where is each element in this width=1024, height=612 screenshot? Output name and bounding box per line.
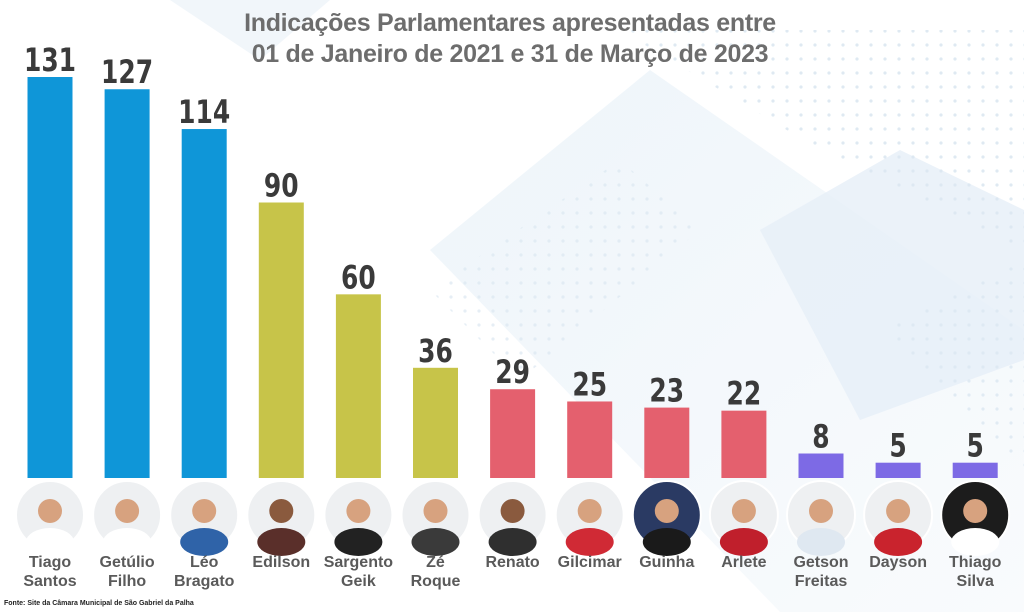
avatar-8 xyxy=(554,480,625,556)
category-label-line: Léo xyxy=(190,554,219,571)
bar-6 xyxy=(413,367,458,478)
bar-13 xyxy=(952,462,998,478)
bar-10 xyxy=(721,410,767,478)
category-label-line: Zé xyxy=(426,554,445,571)
category-label-line: Edilson xyxy=(252,554,310,571)
value-label-10: 22 xyxy=(727,375,762,413)
avatar-5 xyxy=(323,480,394,556)
value-label-1: 131 xyxy=(24,41,76,79)
category-label-line: Gilcimar xyxy=(558,554,622,571)
category-label-line: Geik xyxy=(341,573,376,590)
category-label-7: Renato xyxy=(485,554,539,571)
avatar-4 xyxy=(246,480,317,556)
bar-1 xyxy=(27,77,73,478)
category-label-line: Silva xyxy=(957,573,994,590)
bar-5 xyxy=(335,294,381,478)
category-label-4: Edilson xyxy=(252,554,310,571)
category-label-line: Arlete xyxy=(721,554,766,571)
category-label-3: Léo Bragato xyxy=(174,554,235,590)
value-labels-layer: 131 127 114 90 60 36 29 25 23 22 8 5 5 xyxy=(24,41,984,465)
value-label-11: 8 xyxy=(812,417,829,455)
value-label-5: 60 xyxy=(341,258,376,296)
category-label-8: Gilcimar xyxy=(558,554,622,571)
bar-9 xyxy=(644,407,690,478)
bar-8 xyxy=(567,401,613,478)
avatar-9 xyxy=(631,480,702,556)
value-label-3: 114 xyxy=(178,93,230,131)
category-label-line: Dayson xyxy=(869,554,927,571)
category-label-11: Getson Freitas xyxy=(793,554,848,590)
chart-title-line-1: Indicações Parlamentares apresentadas en… xyxy=(244,9,776,37)
source-note: Fonte: Site da Câmara Municipal de São G… xyxy=(4,600,194,607)
avatar-11 xyxy=(786,480,856,556)
avatar-7 xyxy=(477,480,548,556)
category-label-line: Bragato xyxy=(174,573,235,590)
category-label-line: Thiago xyxy=(949,554,1002,571)
value-label-7: 29 xyxy=(495,353,530,391)
category-label-line: Freitas xyxy=(795,573,848,590)
avatar-6 xyxy=(400,480,471,556)
value-label-4: 90 xyxy=(264,166,299,204)
bar-3 xyxy=(181,129,227,479)
bars-layer xyxy=(27,77,998,479)
category-label-5: Sargento Geik xyxy=(324,554,394,590)
value-label-8: 25 xyxy=(572,365,607,403)
avatar-1 xyxy=(15,480,85,556)
category-label-2: Getúlio Filho xyxy=(100,554,155,590)
category-label-line: Renato xyxy=(485,554,539,571)
value-label-13: 5 xyxy=(967,427,984,465)
avatar-3 xyxy=(169,480,240,556)
avatar-12 xyxy=(863,480,934,556)
value-label-9: 23 xyxy=(649,371,684,409)
category-label-line: Getson xyxy=(793,554,848,571)
avatar-10 xyxy=(708,480,779,556)
category-label-line: Guinha xyxy=(639,554,694,571)
category-label-line: Getúlio xyxy=(100,554,155,571)
value-label-2: 127 xyxy=(101,53,153,91)
bar-11 xyxy=(798,453,844,478)
chart-title: Indicações Parlamentares apresentadas en… xyxy=(230,8,790,70)
category-label-10: Arlete xyxy=(721,554,766,571)
value-label-12: 5 xyxy=(889,427,906,465)
bar-2 xyxy=(104,89,150,479)
bar-12 xyxy=(875,462,921,478)
category-labels-layer: Tiago Santos Getúlio Filho Léo Bragato Edilson… xyxy=(23,554,1001,590)
bar-4 xyxy=(258,202,304,478)
category-label-line: Sargento xyxy=(324,554,394,571)
avatar-layer xyxy=(15,480,1011,556)
category-label-line: Santos xyxy=(23,573,76,590)
category-label-13: Thiago Silva xyxy=(949,554,1002,590)
category-label-line: Filho xyxy=(108,573,146,590)
category-label-1: Tiago Santos xyxy=(23,554,76,590)
chart-title-line-2: 01 de Janeiro de 2021 e 31 de Março de 2… xyxy=(251,40,769,68)
value-label-6: 36 xyxy=(418,332,453,370)
avatar-2 xyxy=(92,480,163,556)
bar-7 xyxy=(490,389,536,478)
category-label-6: Zé Roque xyxy=(411,554,461,590)
category-label-line: Tiago xyxy=(29,554,72,571)
category-label-12: Dayson xyxy=(869,554,927,571)
category-label-9: Guinha xyxy=(639,554,694,571)
category-label-line: Roque xyxy=(411,573,461,590)
avatar-13 xyxy=(940,480,1011,556)
